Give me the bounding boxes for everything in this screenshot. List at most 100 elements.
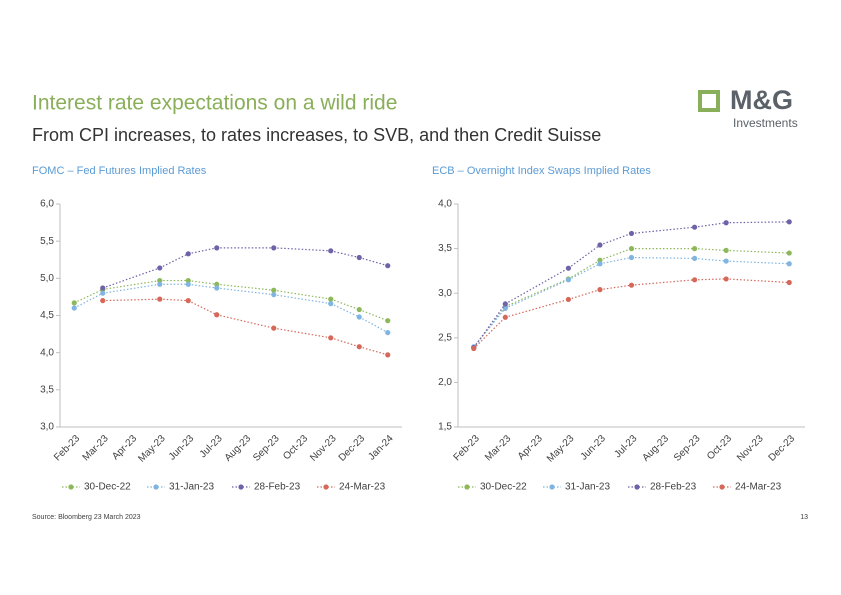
- legend-label: 31-Jan-23: [565, 482, 610, 493]
- legend-marker: [549, 484, 555, 490]
- series-line: [188, 283, 217, 289]
- logo-mark: [698, 90, 720, 112]
- y-tick-label: 5,5: [40, 236, 54, 247]
- series-line: [599, 256, 632, 265]
- data-point: [786, 250, 792, 256]
- legend-label: 24-Mar-23: [339, 482, 386, 493]
- data-point: [100, 290, 106, 296]
- series-line: [359, 308, 388, 322]
- series-line: [273, 289, 331, 300]
- data-point: [502, 314, 508, 320]
- series-line: [159, 253, 189, 269]
- data-point: [356, 254, 362, 261]
- data-point: [628, 230, 635, 237]
- data-point: [597, 261, 603, 267]
- x-tick-label: May-23: [545, 433, 577, 465]
- series-line: [187, 300, 218, 316]
- data-point: [723, 258, 729, 264]
- x-tick-label: Feb-23: [452, 433, 482, 463]
- series-line: [273, 247, 331, 252]
- series-line: [216, 314, 274, 329]
- source: Source: Bloomberg 23 March 2023: [32, 514, 141, 521]
- legend-marker: [153, 484, 159, 490]
- series-line: [188, 279, 217, 285]
- legend-marker: [238, 484, 244, 490]
- data-point: [356, 344, 362, 350]
- data-point: [786, 261, 792, 267]
- series-line: [273, 294, 331, 305]
- series-line: [505, 279, 569, 309]
- x-tick-label: Dec-23: [337, 433, 368, 464]
- x-tick-label: Mar-23: [483, 433, 513, 463]
- data-point: [597, 257, 603, 263]
- data-point: [723, 247, 729, 253]
- data-point: [328, 248, 334, 254]
- x-tick-label: Jan-24: [366, 433, 396, 463]
- data-point: [565, 277, 572, 283]
- data-point: [565, 296, 572, 303]
- x-tick-label: Oct-23: [705, 433, 734, 462]
- y-tick-label: 5,0: [40, 273, 54, 284]
- series-line: [631, 226, 695, 235]
- series-line: [102, 267, 160, 289]
- series-line: [505, 267, 569, 305]
- x-tick-label: Jun-23: [579, 433, 609, 463]
- series-line: [631, 256, 695, 260]
- series-line: [505, 298, 569, 318]
- series-line: [330, 337, 360, 348]
- x-tick-label: Sep-23: [672, 433, 703, 464]
- x-tick-label: Aug-23: [640, 433, 671, 464]
- series-line: [273, 327, 331, 339]
- series-line: [102, 283, 160, 294]
- series-line: [568, 263, 601, 281]
- data-point: [214, 281, 220, 287]
- series-line: [694, 278, 727, 281]
- data-point: [385, 318, 391, 324]
- x-tick-label: Dec-23: [767, 433, 798, 464]
- series-line: [330, 250, 360, 259]
- data-point: [328, 335, 334, 341]
- data-point: [185, 298, 191, 304]
- x-tick-label: Apr-23: [110, 433, 139, 462]
- data-point: [385, 263, 391, 269]
- series-line: [726, 278, 790, 284]
- series-line: [599, 248, 632, 261]
- data-point: [597, 287, 603, 293]
- series-line: [726, 249, 790, 254]
- data-point: [157, 277, 163, 284]
- series-line: [359, 346, 388, 356]
- y-tick-label: 3,0: [438, 288, 452, 299]
- data-point: [385, 329, 391, 336]
- series-line: [694, 248, 727, 251]
- x-tick-label: Nov-23: [308, 433, 339, 464]
- data-point: [628, 254, 635, 261]
- series-line: [330, 298, 360, 311]
- y-tick-label: 3,0: [40, 422, 54, 433]
- legend-label: 30-Dec-22: [480, 482, 527, 493]
- y-tick-label: 6,0: [40, 199, 54, 210]
- series-line: [631, 279, 695, 286]
- slide-subtitle: From CPI increases, to rates increases, …: [32, 125, 601, 145]
- series-line: [568, 244, 601, 269]
- data-point: [471, 345, 477, 352]
- data-point: [100, 298, 106, 304]
- data-point: [691, 277, 698, 283]
- series-line: [568, 259, 601, 280]
- data-point: [691, 255, 698, 262]
- data-point: [565, 265, 572, 271]
- data-point: [157, 296, 163, 302]
- series-line: [102, 298, 160, 302]
- series-line: [216, 287, 274, 296]
- x-tick-label: Mar-23: [81, 433, 111, 463]
- series-line: [473, 303, 506, 348]
- data-point: [71, 305, 77, 311]
- series-line: [694, 222, 727, 228]
- data-point: [71, 300, 77, 306]
- data-point: [185, 281, 191, 287]
- series-line: [473, 316, 506, 349]
- chart-title: FOMC – Fed Futures Implied Rates: [32, 165, 207, 177]
- data-point: [628, 246, 635, 252]
- series-line: [359, 256, 388, 267]
- x-tick-label: Jul-23: [612, 433, 639, 460]
